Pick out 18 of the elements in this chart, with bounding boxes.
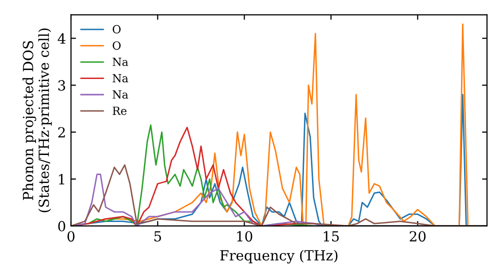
legend-label: O: [112, 25, 121, 34]
x-tick-label: 15: [324, 231, 339, 242]
y-tick-label: 0: [58, 220, 66, 232]
x-tick-label: 10: [237, 231, 252, 242]
x-tick-label: 20: [410, 231, 426, 242]
legend-label: Na: [112, 90, 128, 99]
legend-label: Na: [112, 58, 128, 66]
x-axis-title: Frequency (THz): [220, 250, 338, 264]
x-tick-label: 5: [154, 231, 162, 242]
y-axis-title: Phonon projected DOS (States/THz·primitive cell): [22, 28, 52, 212]
legend-label: Re: [112, 106, 126, 115]
y-tick-label: 4: [58, 33, 66, 44]
legend-label: Na: [112, 74, 128, 82]
y-tick-label: 1: [58, 174, 64, 184]
x-tick-label: 0: [67, 231, 74, 242]
y-tick-label: 3: [58, 80, 66, 91]
legend-label: O: [112, 41, 121, 50]
y-tick-label: 2: [58, 127, 65, 138]
